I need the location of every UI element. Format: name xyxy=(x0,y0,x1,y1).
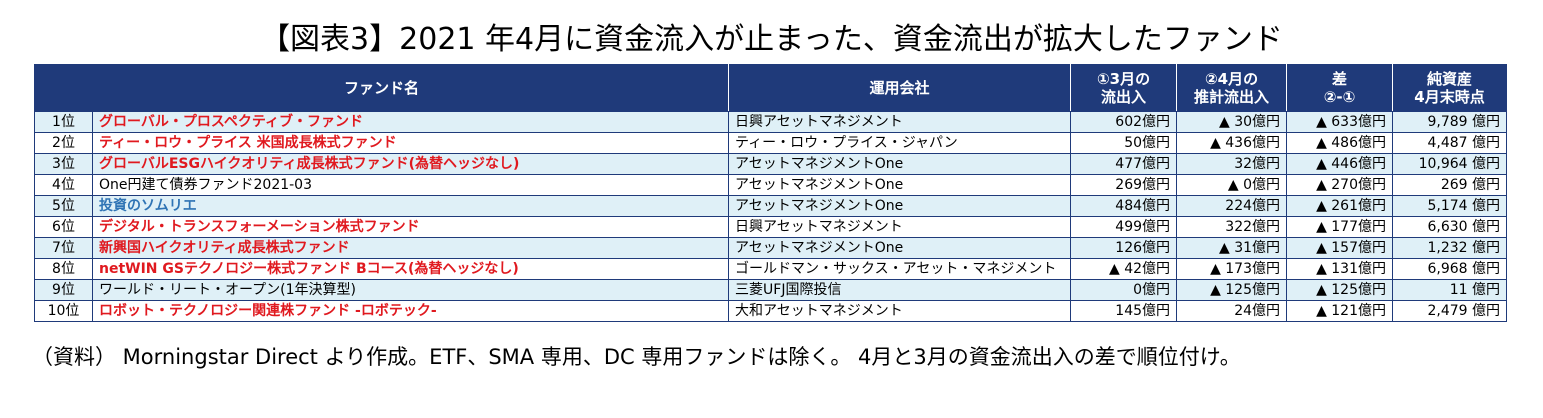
header-april-flow: ②4月の 推計流出入 xyxy=(1176,64,1288,112)
header-nav-line1: 純資産 xyxy=(1427,70,1473,88)
march-flow-cell: 602億円 xyxy=(1070,111,1178,133)
company-cell: アセットマネジメントOne xyxy=(728,153,1072,175)
fund-name-cell: グローバル・プロスペクティブ・ファンド xyxy=(91,111,730,133)
difference-cell: ▲ 125億円 xyxy=(1286,279,1394,301)
difference-cell: ▲ 121億円 xyxy=(1286,300,1394,322)
april-flow-cell: ▲ 125億円 xyxy=(1176,279,1288,301)
table-body: 1位 グローバル・プロスペクティブ・ファンド 日興アセットマネジメント 602億円 ▲ … xyxy=(34,111,1508,322)
table-row: 5位 投資のソムリエ アセットマネジメントOne 484億円 224億円 ▲ 261億円 5… xyxy=(34,195,1508,217)
header-company: 運用会社 xyxy=(728,64,1072,112)
company-cell: アセットマネジメントOne xyxy=(728,174,1072,196)
header-diff-line1: 差 xyxy=(1332,70,1348,88)
table-row: 1位 グローバル・プロスペクティブ・ファンド 日興アセットマネジメント 602億円 ▲ … xyxy=(34,111,1508,133)
difference-cell: ▲ 270億円 xyxy=(1286,174,1394,196)
rank-cell: 9位 xyxy=(34,279,93,301)
header-march-flow: ①3月の 流出入 xyxy=(1070,64,1178,112)
fund-name-cell: グローバルESGハイクオリティ成長株式ファンド(為替ヘッジなし) xyxy=(91,153,730,175)
company-cell: 大和アセットマネジメント xyxy=(728,300,1072,322)
rank-cell: 2位 xyxy=(34,132,93,154)
header-march-line1: ①3月の xyxy=(1096,70,1151,88)
table-row: 2位 ティー・ロウ・プライス 米国成長株式ファンド ティー・ロウ・プライス・ジャパン… xyxy=(34,132,1508,154)
march-flow-cell: 269億円 xyxy=(1070,174,1178,196)
march-flow-cell: ▲ 42億円 xyxy=(1070,258,1178,280)
net-assets-cell: 5,174 億円 xyxy=(1392,195,1508,217)
difference-cell: ▲ 177億円 xyxy=(1286,216,1394,238)
company-cell: 三菱UFJ国際投信 xyxy=(728,279,1072,301)
april-flow-cell: 32億円 xyxy=(1176,153,1288,175)
table-header-row: ファンド名 運用会社 ①3月の 流出入 ②4月の 推計流出入 差 ②-① 純資産… xyxy=(33,64,1508,112)
header-nav-line2: 4月末時点 xyxy=(1414,88,1485,106)
company-cell: 日興アセットマネジメント xyxy=(728,111,1072,133)
april-flow-cell: 322億円 xyxy=(1176,216,1288,238)
april-flow-cell: ▲ 436億円 xyxy=(1176,132,1288,154)
net-assets-cell: 4,487 億円 xyxy=(1392,132,1508,154)
fund-name-cell: デジタル・トランスフォーメーション株式ファンド xyxy=(91,216,730,238)
source-note: （資料） Morningstar Direct より作成。ETF、SMA 専用、… xyxy=(32,345,1241,369)
difference-cell: ▲ 486億円 xyxy=(1286,132,1394,154)
net-assets-cell: 1,232 億円 xyxy=(1392,237,1508,259)
difference-cell: ▲ 131億円 xyxy=(1286,258,1394,280)
table-row: 7位 新興国ハイクオリティ成長株式ファンド アセットマネジメントOne 126億円 ▲ … xyxy=(34,237,1508,259)
table-row: 6位 デジタル・トランスフォーメーション株式ファンド 日興アセットマネジメント 499… xyxy=(34,216,1508,238)
rank-cell: 10位 xyxy=(34,300,93,322)
march-flow-cell: 477億円 xyxy=(1070,153,1178,175)
rank-cell: 3位 xyxy=(34,153,93,175)
company-cell: アセットマネジメントOne xyxy=(728,195,1072,217)
header-march-line2: 流出入 xyxy=(1101,88,1147,106)
company-cell: アセットマネジメントOne xyxy=(728,237,1072,259)
table-row: 10位 ロボット・テクノロジー関連株ファンド -ロボテック- 大和アセットマネジメン… xyxy=(34,300,1508,322)
company-cell: ゴールドマン・サックス・アセット・マネジメント xyxy=(728,258,1072,280)
header-diff-line2: ②-① xyxy=(1323,88,1356,106)
net-assets-cell: 269 億円 xyxy=(1392,174,1508,196)
fund-name-cell: ロボット・テクノロジー関連株ファンド -ロボテック- xyxy=(91,300,730,322)
company-cell: 日興アセットマネジメント xyxy=(728,216,1072,238)
difference-cell: ▲ 446億円 xyxy=(1286,153,1394,175)
net-assets-cell: 6,630 億円 xyxy=(1392,216,1508,238)
rank-cell: 7位 xyxy=(34,237,93,259)
header-net-assets: 純資産 4月末時点 xyxy=(1392,64,1508,112)
difference-cell: ▲ 633億円 xyxy=(1286,111,1394,133)
april-flow-cell: ▲ 31億円 xyxy=(1176,237,1288,259)
march-flow-cell: 484億円 xyxy=(1070,195,1178,217)
fund-outflow-table: ファンド名 運用会社 ①3月の 流出入 ②4月の 推計流出入 差 ②-① 純資産… xyxy=(33,64,1508,322)
net-assets-cell: 6,968 億円 xyxy=(1392,258,1508,280)
april-flow-cell: 224億円 xyxy=(1176,195,1288,217)
difference-cell: ▲ 261億円 xyxy=(1286,195,1394,217)
net-assets-cell: 9,789 億円 xyxy=(1392,111,1508,133)
figure-title: 【図表3】2021 年4月に資金流入が止まった、資金流出が拡大したファンド xyxy=(260,22,1283,57)
fund-name-cell: 投資のソムリエ xyxy=(91,195,730,217)
table-row: 4位 One円建て債券ファンド2021-03 アセットマネジメントOne 269億円 ▲… xyxy=(34,174,1508,196)
net-assets-cell: 11 億円 xyxy=(1392,279,1508,301)
rank-cell: 1位 xyxy=(34,111,93,133)
fund-name-cell: One円建て債券ファンド2021-03 xyxy=(91,174,730,196)
april-flow-cell: 24億円 xyxy=(1176,300,1288,322)
rank-cell: 5位 xyxy=(34,195,93,217)
rank-cell: 8位 xyxy=(34,258,93,280)
march-flow-cell: 145億円 xyxy=(1070,300,1178,322)
company-cell: ティー・ロウ・プライス・ジャパン xyxy=(728,132,1072,154)
header-april-line2: 推計流出入 xyxy=(1194,88,1270,106)
march-flow-cell: 0億円 xyxy=(1070,279,1178,301)
header-april-line1: ②4月の xyxy=(1204,70,1259,88)
march-flow-cell: 499億円 xyxy=(1070,216,1178,238)
table-row: 8位 netWIN GSテクノロジー株式ファンド Bコース(為替ヘッジなし) ゴール… xyxy=(34,258,1508,280)
table-row: 3位 グローバルESGハイクオリティ成長株式ファンド(為替ヘッジなし) アセットマネ… xyxy=(34,153,1508,175)
net-assets-cell: 2,479 億円 xyxy=(1392,300,1508,322)
fund-name-cell: netWIN GSテクノロジー株式ファンド Bコース(為替ヘッジなし) xyxy=(91,258,730,280)
fund-name-cell: ワールド・リート・オープン(1年決算型) xyxy=(91,279,730,301)
march-flow-cell: 50億円 xyxy=(1070,132,1178,154)
fund-name-cell: 新興国ハイクオリティ成長株式ファンド xyxy=(91,237,730,259)
header-fund-name: ファンド名 xyxy=(33,64,730,112)
fund-name-cell: ティー・ロウ・プライス 米国成長株式ファンド xyxy=(91,132,730,154)
rank-cell: 4位 xyxy=(34,174,93,196)
header-difference: 差 ②-① xyxy=(1286,64,1394,112)
april-flow-cell: ▲ 173億円 xyxy=(1176,258,1288,280)
april-flow-cell: ▲ 0億円 xyxy=(1176,174,1288,196)
table-row: 9位 ワールド・リート・オープン(1年決算型) 三菱UFJ国際投信 0億円 ▲ 125億… xyxy=(34,279,1508,301)
march-flow-cell: 126億円 xyxy=(1070,237,1178,259)
net-assets-cell: 10,964 億円 xyxy=(1392,153,1508,175)
rank-cell: 6位 xyxy=(34,216,93,238)
difference-cell: ▲ 157億円 xyxy=(1286,237,1394,259)
april-flow-cell: ▲ 30億円 xyxy=(1176,111,1288,133)
